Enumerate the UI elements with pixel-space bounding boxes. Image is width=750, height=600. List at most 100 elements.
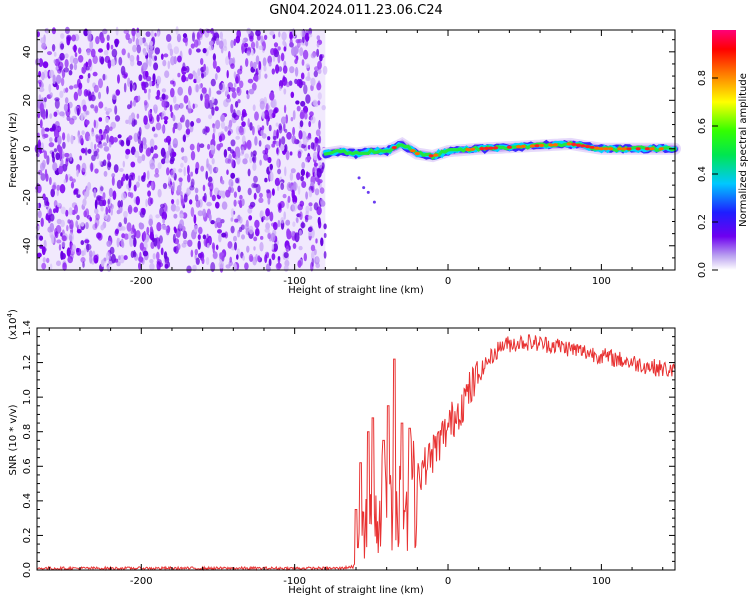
noise-speck [269, 92, 275, 101]
noise-speck [242, 158, 248, 165]
noise-speck [249, 122, 253, 131]
noise-speck [166, 34, 172, 42]
noise-speck [285, 219, 291, 226]
noise-speck [294, 66, 299, 77]
noise-speck [98, 117, 103, 122]
noise-speck [218, 40, 224, 49]
noise-speck [155, 95, 160, 100]
noise-speck [69, 176, 73, 182]
noise-speck [230, 208, 235, 218]
noise-speck [212, 251, 218, 260]
noise-speck [80, 257, 86, 263]
noise-speck [253, 175, 258, 183]
noise-speck [247, 78, 254, 84]
noise-speck [285, 245, 290, 253]
noise-speck [153, 133, 158, 138]
signal-peak [608, 147, 614, 151]
noise-speck [190, 178, 195, 188]
noise-speck [250, 151, 253, 157]
noise-speck [259, 241, 264, 252]
noise-speck [190, 171, 194, 177]
noise-speck [136, 44, 141, 54]
noise-speck [92, 71, 98, 77]
noise-speck [37, 112, 41, 119]
noise-speck [145, 31, 151, 37]
noise-speck [65, 87, 69, 93]
noise-speck [172, 114, 176, 122]
noise-speck [230, 217, 234, 222]
noise-speck [104, 130, 108, 135]
noise-speck [143, 50, 148, 56]
noise-speck [300, 222, 306, 229]
noise-speck [305, 76, 311, 82]
noise-speck [230, 87, 236, 93]
noise-speck [169, 104, 173, 113]
noise-speck [165, 150, 170, 159]
noise-speck [115, 26, 119, 36]
noise-speck [153, 145, 158, 151]
noise-speck [149, 138, 155, 149]
noise-speck [292, 110, 296, 120]
noise-speck [157, 31, 160, 37]
noise-speck [127, 77, 131, 87]
noise-speck [66, 247, 71, 257]
noise-speck [106, 108, 113, 113]
noise-speck [64, 152, 70, 158]
noise-speck [55, 152, 60, 161]
noise-speck [103, 146, 110, 152]
noise-speck [90, 141, 94, 151]
noise-speck [205, 66, 209, 76]
noise-speck [48, 217, 52, 224]
noise-speck [226, 70, 229, 79]
noise-speck [258, 45, 264, 50]
noise-speck [66, 34, 72, 41]
noise-speck [87, 73, 91, 79]
noise-speck [182, 62, 186, 71]
noise-speck [320, 200, 326, 207]
noise-speck [231, 159, 235, 168]
noise-speck [231, 246, 235, 251]
noise-speck [39, 119, 43, 129]
noise-speck [183, 95, 189, 104]
noise-speck [275, 64, 280, 74]
noise-speck [322, 65, 328, 75]
noise-speck [219, 252, 225, 260]
noise-speck [90, 104, 95, 109]
noise-speck [299, 120, 304, 128]
noise-speck [316, 35, 321, 41]
noise-speck [212, 53, 216, 62]
noise-speck [304, 32, 310, 42]
noise-speck [227, 241, 233, 249]
noise-speck [153, 62, 159, 71]
noise-speck [80, 240, 85, 246]
noise-speck [310, 244, 316, 252]
noise-speck [212, 133, 216, 142]
noise-speck [246, 90, 249, 95]
noise-speck [182, 230, 188, 240]
noise-speck [61, 151, 65, 159]
noise-speck [198, 226, 203, 235]
noise-speck [150, 181, 154, 190]
noise-speck [246, 245, 250, 253]
noise-speck [263, 34, 268, 41]
noise-speck [158, 235, 163, 244]
noise-speck [194, 248, 198, 256]
noise-speck [265, 222, 270, 230]
signal-peak [594, 146, 600, 150]
noise-speck [271, 68, 275, 75]
noise-speck [66, 224, 69, 232]
noise-speck [129, 80, 133, 86]
signal-peak [414, 152, 420, 156]
snr-y-tick-label: 0.2 [22, 527, 33, 543]
noise-speck [81, 250, 85, 257]
noise-speck [149, 40, 154, 46]
noise-speck [95, 36, 100, 45]
snr-x-tick-label: 100 [592, 576, 611, 587]
noise-speck [187, 165, 190, 175]
signal-peak [603, 147, 609, 151]
noise-speck [176, 122, 183, 131]
noise-speck [215, 119, 221, 130]
noise-speck [51, 234, 54, 245]
noise-speck [297, 204, 304, 211]
noise-speck [136, 60, 143, 66]
